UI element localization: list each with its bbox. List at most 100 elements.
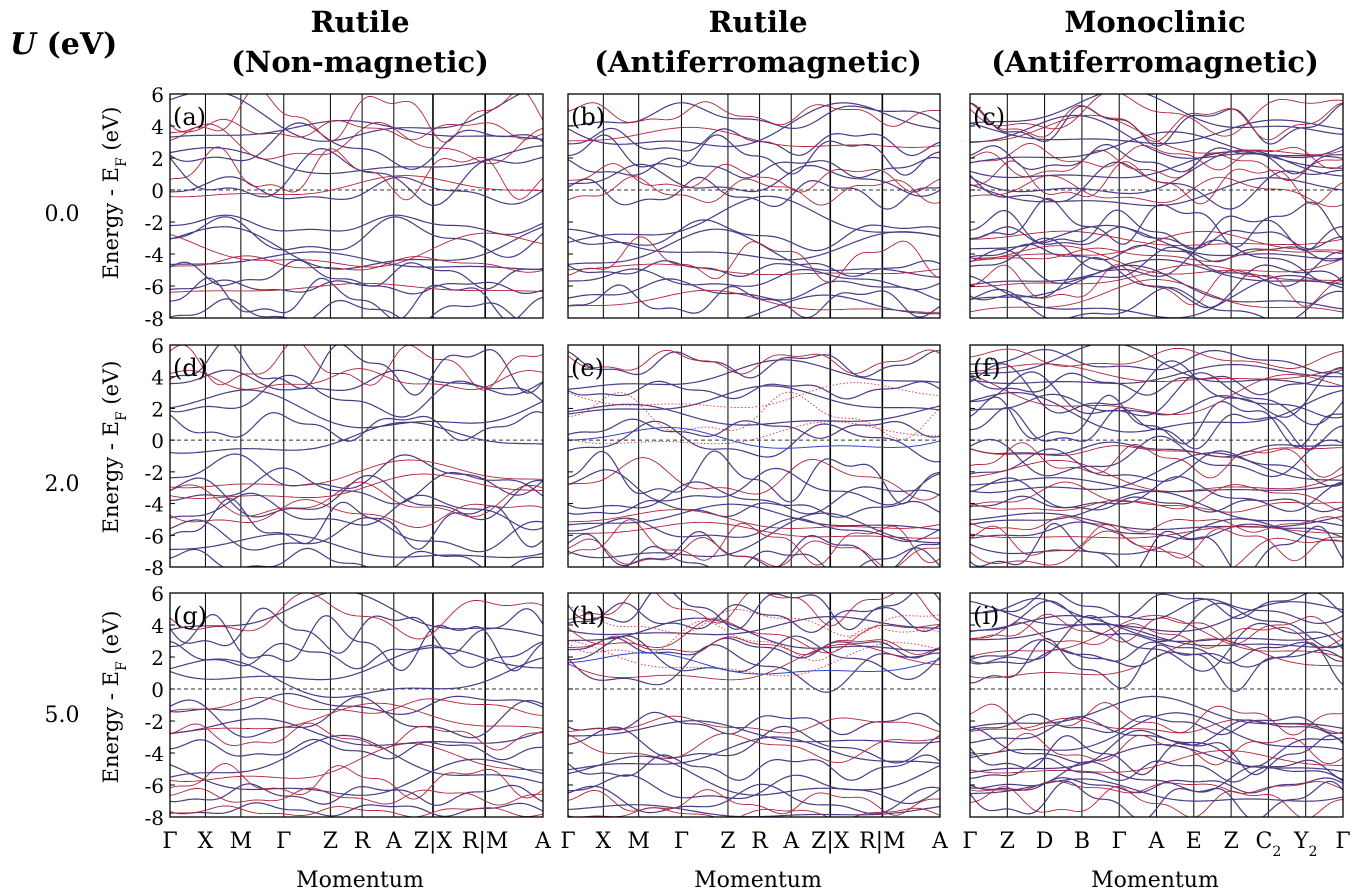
valence-band <box>970 743 1343 774</box>
valence-band-alt <box>170 743 543 782</box>
panel-frame <box>567 344 941 568</box>
valence-band <box>568 720 940 744</box>
panel-h: (h)Γ X M Γ Z R A Z|X R|M A <box>560 592 949 854</box>
conduction-band <box>568 385 940 415</box>
x-tick-label: M <box>230 829 253 854</box>
panel-label: (a) <box>173 103 206 131</box>
valence-band-alt <box>970 530 1343 567</box>
x-tick-label-main: Y <box>1293 829 1309 854</box>
y-tick-label: 0 <box>151 678 164 702</box>
conduction-band <box>170 94 522 142</box>
conduction-band-alt <box>170 118 543 141</box>
valence-band <box>170 696 543 739</box>
y-axis-label-row3: Energy - EF (eV) <box>99 611 130 784</box>
valence-band <box>970 258 1343 286</box>
conduction-band-alt <box>568 176 940 206</box>
valence-band <box>568 481 940 515</box>
panel-b: (b) <box>567 93 941 319</box>
y-tick-label: -8 <box>145 806 164 830</box>
valence-band <box>170 474 543 521</box>
column-title-2-line1: Rutile <box>708 5 807 39</box>
conduction-band <box>568 102 940 130</box>
x-tick-label: Γ <box>276 829 291 854</box>
spin-band-blue <box>568 652 940 675</box>
conduction-band <box>170 607 543 655</box>
valence-band <box>970 490 1343 527</box>
conduction-band <box>170 176 543 205</box>
valence-band <box>970 757 1343 783</box>
conduction-band <box>170 613 543 672</box>
panel-f: (f) <box>969 344 1344 568</box>
valence-band-alt <box>970 279 1343 313</box>
x-tick-label: Z <box>720 829 735 854</box>
x-tick-label: Γ <box>560 829 575 854</box>
panel-label: (h) <box>571 602 605 630</box>
panel-frame <box>169 592 544 818</box>
bands-group <box>568 101 940 318</box>
valence-band <box>970 441 1343 458</box>
y-axis-label-main: Energy - E <box>99 167 123 279</box>
valence-band <box>970 476 1343 512</box>
conduction-band-alt <box>170 175 543 198</box>
valence-band <box>568 467 940 506</box>
valence-band <box>568 284 940 318</box>
x-tick-label: D <box>1036 829 1054 854</box>
valence-band <box>170 533 543 559</box>
conduction-band <box>568 134 940 176</box>
y-axis-label-unit: (eV) <box>99 611 123 662</box>
x-tick-label: Γ <box>674 829 689 854</box>
valence-band <box>170 277 543 318</box>
valence-band <box>170 718 543 746</box>
conduction-band <box>970 600 1343 649</box>
x-tick-label: A <box>385 829 403 854</box>
panel-label: (c) <box>973 103 1005 131</box>
valence-band <box>170 298 517 318</box>
panel-label: (b) <box>571 103 605 131</box>
valence-band-alt <box>568 519 940 566</box>
conduction-band-alt <box>568 163 940 193</box>
valence-band <box>970 761 1343 793</box>
u-header-unit: (eV) <box>36 27 117 62</box>
valence-band <box>568 711 940 736</box>
y-axis-label-sub: F <box>114 661 130 671</box>
valence-band <box>741 294 940 318</box>
valence-band-alt <box>970 524 1343 562</box>
valence-band-alt <box>568 457 940 501</box>
spin-band-blue <box>568 427 940 449</box>
conduction-band <box>568 380 940 400</box>
valence-band-alt <box>970 499 1343 513</box>
conduction-band <box>970 119 1343 145</box>
x-tick-label: X <box>596 829 612 854</box>
panel-frame <box>969 592 1344 818</box>
conduction-band-alt <box>170 94 543 143</box>
x-tick-label: R|M <box>859 829 906 854</box>
conduction-band <box>568 615 940 636</box>
conduction-band-alt <box>568 643 940 681</box>
valence-band <box>568 503 940 531</box>
valence-band-alt <box>568 733 940 764</box>
valence-band <box>568 736 940 771</box>
conduction-band <box>970 94 1343 135</box>
y-tick-label: 4 <box>151 614 164 638</box>
column-title-3: Monoclinic (Antiferromagnetic) <box>991 5 1319 79</box>
valence-band-alt <box>568 236 940 283</box>
bands-group <box>568 349 940 567</box>
x-tick-label: X <box>198 829 214 854</box>
valence-band-alt <box>970 780 1343 794</box>
valence-band <box>970 226 1343 250</box>
valence-band-alt <box>568 715 940 734</box>
y-axis-label-unit: (eV) <box>99 107 123 158</box>
valence-band <box>170 226 543 270</box>
conduction-band <box>568 350 940 379</box>
x-tick-label: R <box>354 829 372 854</box>
conduction-band-alt <box>568 635 940 656</box>
conduction-band <box>970 648 1343 668</box>
valence-band <box>970 197 1343 248</box>
conduction-band-alt <box>170 146 543 201</box>
conduction-band <box>970 600 1343 633</box>
panel-frame <box>169 344 544 568</box>
conduction-band <box>568 420 940 463</box>
valence-band <box>170 492 543 531</box>
bands-group <box>970 345 1343 567</box>
